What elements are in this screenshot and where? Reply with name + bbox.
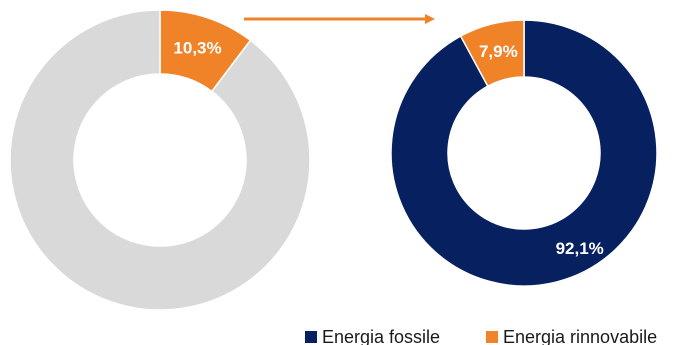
donut-1-slice-0-label: 92,1% [556,239,604,258]
donut-0-slice-1 [9,9,311,311]
donut-chart-left: 10,3% [9,9,311,311]
legend-label-fossil: Energia fossile [322,327,440,345]
legend-label-renewable: Energia rinnovabile [503,327,657,345]
donut-1-slice-0 [390,19,658,287]
legend-swatch-fossil [305,331,317,343]
legend-swatch-renewable [486,331,498,343]
donut-0-slice-0-label: 10,3% [173,39,221,58]
donut-1-slice-1 [459,19,525,88]
donut-1-slice-1-label: 7,9% [479,42,518,61]
donut-chart-right: 92,1% 7,9% [390,19,658,287]
legend: Energia fossile Energia rinnovabile [305,327,657,345]
